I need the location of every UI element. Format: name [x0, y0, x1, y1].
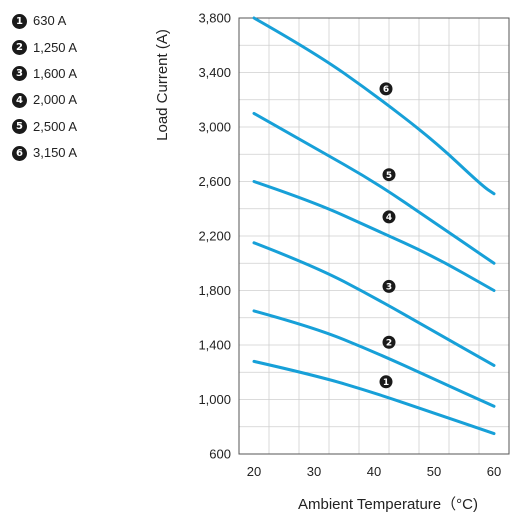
plot-frame	[238, 17, 510, 455]
y-tick-label: 2,200	[198, 229, 231, 244]
series-marker-2: 2	[382, 335, 396, 349]
series-line-2	[252, 309, 496, 408]
marker-number: 5	[386, 171, 392, 181]
y-tick-label: 2,600	[198, 174, 231, 189]
legend-label: 3,150 A	[33, 145, 78, 161]
y-axis-label: Load Current (A)	[154, 29, 171, 141]
legend-item-3: 3 1,600 A	[12, 61, 77, 87]
y-tick-label: 600	[209, 447, 231, 462]
tick-labels: 600 1,000 1,400 1,800 2,200 2,600 3,000 3,400 3,…	[198, 11, 501, 480]
legend-badge: 4	[12, 92, 27, 108]
legend-badge: 5	[12, 119, 27, 135]
series-line-4	[252, 180, 496, 292]
y-tick-label: 3,400	[198, 65, 231, 80]
x-tick-label: 20	[247, 464, 261, 479]
series-line-1	[252, 359, 496, 436]
series-markers: 1 2 3 4 5 6	[379, 82, 396, 389]
legend-item-1: 1 630 A	[12, 8, 77, 34]
marker-number: 1	[383, 378, 389, 388]
marker-number: 4	[386, 213, 392, 223]
legend-label: 630 A	[33, 13, 67, 29]
y-tick-label: 1,000	[198, 392, 231, 407]
series-marker-6: 6	[379, 82, 393, 96]
series-marker-1: 1	[379, 375, 393, 389]
y-tick-label: 3,800	[198, 11, 231, 26]
marker-number: 6	[383, 85, 389, 95]
x-axis-label: Ambient Temperature（°C)	[298, 496, 478, 513]
series-marker-3: 3	[382, 279, 396, 293]
grid	[238, 17, 510, 455]
marker-circle	[382, 168, 396, 182]
series-lines	[252, 16, 496, 436]
legend-badge: 3	[12, 66, 27, 82]
marker-circle	[382, 279, 396, 293]
marker-number: 3	[386, 283, 392, 293]
y-tick-label: 3,000	[198, 120, 231, 135]
series-line-5	[252, 111, 496, 265]
x-tick-label: 60	[487, 464, 501, 479]
x-tick-label: 40	[367, 464, 381, 479]
marker-circle	[382, 210, 396, 224]
legend-label: 1,250 A	[33, 39, 78, 55]
series-line-6	[252, 16, 496, 196]
marker-circle	[379, 82, 393, 96]
legend-badge: 1	[12, 13, 27, 29]
legend-item-5: 5 2,500 A	[12, 114, 77, 140]
series-line-3	[252, 241, 496, 367]
x-tick-label: 50	[427, 464, 441, 479]
series-marker-5: 5	[382, 168, 396, 182]
legend-item-2: 2 1,250 A	[12, 34, 77, 60]
legend-badge: 6	[12, 145, 27, 161]
series-marker-4: 4	[382, 210, 396, 224]
legend-label: 2,000 A	[33, 92, 78, 108]
marker-circle	[379, 375, 393, 389]
legend-item-6: 6 3,150 A	[12, 140, 77, 166]
legend-label: 1,600 A	[33, 65, 78, 81]
legend-badge: 2	[12, 40, 27, 56]
y-tick-label: 1,800	[198, 283, 231, 298]
legend-item-4: 4 2,000 A	[12, 87, 77, 113]
marker-circle	[382, 335, 396, 349]
x-tick-label: 30	[307, 464, 321, 479]
y-tick-label: 1,400	[198, 338, 231, 353]
legend-label: 2,500 A	[33, 118, 78, 134]
marker-number: 2	[386, 339, 392, 349]
